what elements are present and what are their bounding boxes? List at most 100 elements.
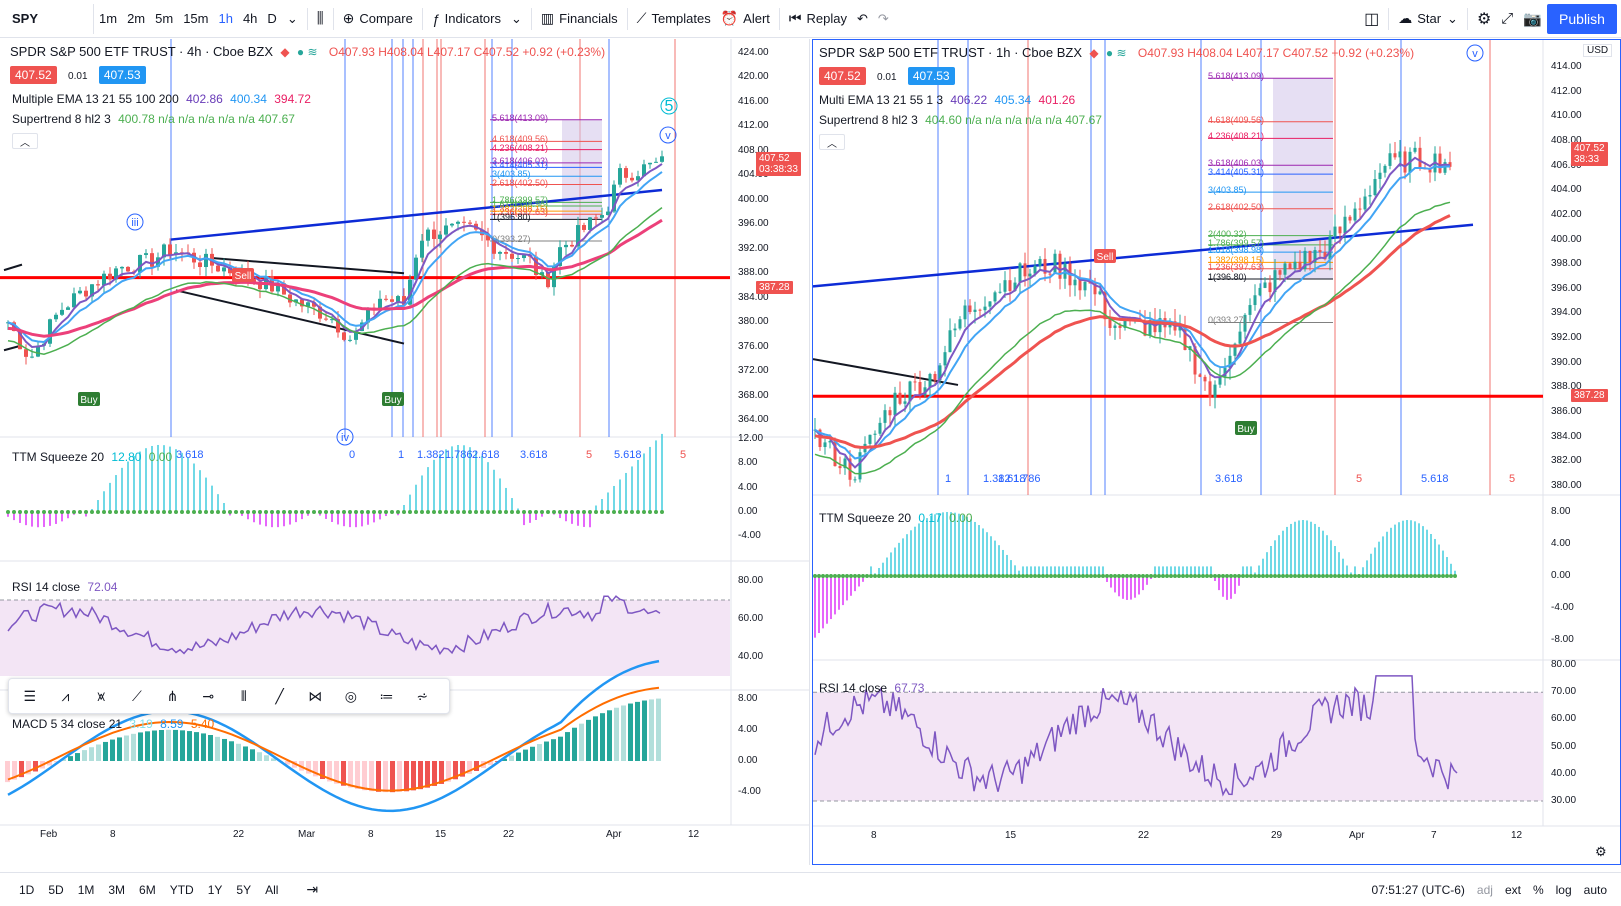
right-ttm-legend[interactable]: TTM Squeeze 20 0.17 0.00 bbox=[819, 511, 972, 525]
range-button-1d[interactable]: 1D bbox=[19, 882, 35, 897]
goto-date-icon[interactable]: ⇥ bbox=[306, 881, 319, 897]
right-supertrend-legend[interactable]: Supertrend 8 hl2 3 404.60 n/a n/a n/a n/… bbox=[819, 113, 1102, 127]
snapshot-button[interactable]: 📷 bbox=[1518, 4, 1547, 34]
levels-tool-icon[interactable]: ≔ bbox=[379, 687, 394, 704]
financials-button[interactable]: ▥ Financials bbox=[536, 4, 623, 34]
line-tool-icon[interactable]: ╱ bbox=[275, 687, 284, 704]
templates-button[interactable]: ⟋ Templates bbox=[632, 4, 716, 34]
left-supertrend-legend[interactable]: Supertrend 8 hl2 3 400.78 n/a n/a n/a n/… bbox=[12, 112, 295, 126]
range-button-5y[interactable]: 5Y bbox=[236, 882, 252, 897]
left-black-trendline bbox=[175, 289, 405, 345]
left-macd-legend[interactable]: MACD 5 34 close 21 3.19 8.59 5.40 bbox=[12, 717, 214, 731]
range-button-5d[interactable]: 5D bbox=[48, 882, 64, 897]
left-macd-histogram-bar bbox=[215, 736, 220, 761]
left-chart-canvas[interactable]: Buy Buy Sell iii iv v 5 bbox=[0, 39, 810, 865]
interval-1m[interactable]: 1m bbox=[99, 11, 118, 26]
fib-tool-icon[interactable]: ⫴ bbox=[240, 687, 247, 704]
replay-button[interactable]: ⏮ Replay bbox=[784, 4, 852, 34]
chart-type-button[interactable]: ⫼ bbox=[312, 4, 329, 34]
log-toggle[interactable]: log bbox=[1555, 882, 1572, 897]
ext-toggle[interactable]: ext bbox=[1504, 882, 1521, 897]
abc-pattern-tool-icon[interactable]: ⩙ bbox=[97, 687, 106, 704]
left-ttm-dot bbox=[282, 510, 286, 514]
right-chart-pane[interactable]: Buy Sell v SPDR S&P 500 ETF TRUST · 1h · C… bbox=[812, 39, 1621, 865]
more-tools-icon[interactable]: ⩫ bbox=[416, 687, 429, 704]
left-ttm-dot bbox=[432, 510, 436, 514]
right-ask-tag[interactable]: 407.53 bbox=[907, 67, 955, 85]
pitchfork-tool-icon[interactable]: ⋔ bbox=[166, 687, 179, 704]
layout-button[interactable]: ◫ bbox=[1359, 4, 1384, 34]
interval-dropdown-icon[interactable]: ⌄ bbox=[286, 10, 298, 26]
right-ttm-dot bbox=[829, 574, 833, 578]
left-collapse-legend-button[interactable]: ︿ bbox=[12, 133, 38, 149]
right-rsi-legend[interactable]: RSI 14 close 67.73 bbox=[819, 681, 924, 695]
interval-d[interactable]: D bbox=[267, 11, 277, 26]
interval-15m[interactable]: 15m bbox=[183, 11, 209, 26]
clock-time[interactable]: 07:51:27 (UTC-6) bbox=[1371, 882, 1465, 897]
horizontal-ray-tool-icon[interactable]: ⊸ bbox=[202, 687, 215, 704]
right-ema-legend[interactable]: Multi EMA 13 21 55 1 3 406.22 405.34 401… bbox=[819, 93, 1075, 107]
left-visibility-icon[interactable]: ● ≋ bbox=[296, 45, 318, 59]
range-button-6m[interactable]: 6M bbox=[139, 882, 156, 897]
compare-button[interactable]: ⊕ Compare bbox=[338, 4, 418, 34]
right-date-tick: 15 bbox=[1005, 830, 1017, 841]
left-black-trendline bbox=[3, 263, 23, 272]
interval-5m[interactable]: 5m bbox=[155, 11, 174, 26]
left-candle-body bbox=[222, 267, 226, 272]
left-chart-pane[interactable]: Buy Buy Sell iii iv v 5 SPDR S&P 500 ETF TRUST… bbox=[0, 39, 810, 865]
left-black-trendline bbox=[209, 256, 405, 275]
redo-button[interactable]: ↷ bbox=[873, 4, 894, 34]
percent-toggle[interactable]: % bbox=[1532, 882, 1544, 897]
left-price-tick: 380.00 bbox=[738, 316, 769, 328]
right-chart-canvas[interactable]: Buy Sell v bbox=[813, 40, 1620, 864]
left-macd-value-1: 3.19 bbox=[129, 717, 153, 731]
publish-button[interactable]: Publish bbox=[1547, 3, 1617, 34]
axis-settings-gear-icon[interactable]: ⚙ bbox=[1595, 844, 1607, 859]
interval-4h[interactable]: 4h bbox=[242, 11, 258, 26]
left-candle-body bbox=[456, 221, 460, 224]
right-ttm-dot bbox=[897, 574, 901, 578]
cycle-tool-icon[interactable]: ◎ bbox=[344, 687, 357, 704]
left-ttm-dot bbox=[180, 510, 184, 514]
right-candle-body bbox=[963, 305, 967, 320]
left-macd-histogram-bar bbox=[642, 700, 647, 761]
right-candle-body bbox=[828, 440, 832, 443]
left-ask-tag[interactable]: 407.53 bbox=[98, 66, 146, 84]
range-button-1y[interactable]: 1Y bbox=[207, 882, 223, 897]
left-macd-histogram-bar bbox=[26, 761, 31, 775]
trend-line-tool-icon[interactable]: ⟋ bbox=[131, 687, 142, 704]
range-button-1m[interactable]: 1M bbox=[77, 882, 95, 897]
left-ttm-legend[interactable]: TTM Squeeze 20 12.80 0.00 bbox=[12, 450, 172, 464]
xabcd-tool-icon[interactable]: ⋈ bbox=[308, 687, 323, 704]
auto-toggle[interactable]: auto bbox=[1583, 882, 1607, 897]
alert-button[interactable]: ⏰ Alert bbox=[716, 4, 775, 34]
range-button-ytd[interactable]: YTD bbox=[169, 882, 194, 897]
right-signal-marker bbox=[1094, 249, 1116, 263]
right-currency-label[interactable]: USD bbox=[1583, 44, 1613, 57]
left-bid-tag[interactable]: 407.52 bbox=[10, 66, 57, 84]
left-candle-body bbox=[342, 332, 346, 340]
left-rsi-legend[interactable]: RSI 14 close 72.04 bbox=[12, 580, 117, 594]
right-ttm-dot bbox=[1445, 574, 1449, 578]
range-button-all[interactable]: All bbox=[265, 882, 279, 897]
wave-pattern-tool-icon[interactable]: ⩘ bbox=[61, 687, 70, 704]
undo-button[interactable]: ↶ bbox=[852, 4, 873, 34]
divider bbox=[530, 7, 532, 30]
interval-1h[interactable]: 1h bbox=[218, 11, 233, 26]
star-button[interactable]: ☁ Star ⌄ bbox=[1393, 4, 1463, 34]
fullscreen-button[interactable]: ⤢ bbox=[1496, 4, 1518, 34]
indicators-button[interactable]: ƒ Indicators ⌄ bbox=[427, 4, 527, 34]
adj-toggle[interactable]: adj bbox=[1476, 882, 1493, 897]
horizontal-lines-tool-icon[interactable]: ☰ bbox=[23, 687, 37, 704]
range-button-3m[interactable]: 3M bbox=[108, 882, 126, 897]
right-collapse-legend-button[interactable]: ︿ bbox=[819, 134, 845, 150]
right-visibility-icon[interactable]: ● ≋ bbox=[1105, 46, 1127, 60]
right-bid-tag[interactable]: 407.52 bbox=[819, 67, 866, 85]
symbol-search[interactable]: SPY bbox=[4, 3, 94, 34]
right-candle-body bbox=[1248, 305, 1252, 315]
left-ema-value-3: 394.72 bbox=[274, 92, 311, 106]
left-ema-legend[interactable]: Multiple EMA 13 21 55 100 200 402.86 400… bbox=[12, 92, 311, 106]
left-candle-body bbox=[336, 319, 340, 333]
settings-button[interactable]: ⚙ bbox=[1472, 4, 1496, 34]
interval-2m[interactable]: 2m bbox=[127, 11, 146, 26]
